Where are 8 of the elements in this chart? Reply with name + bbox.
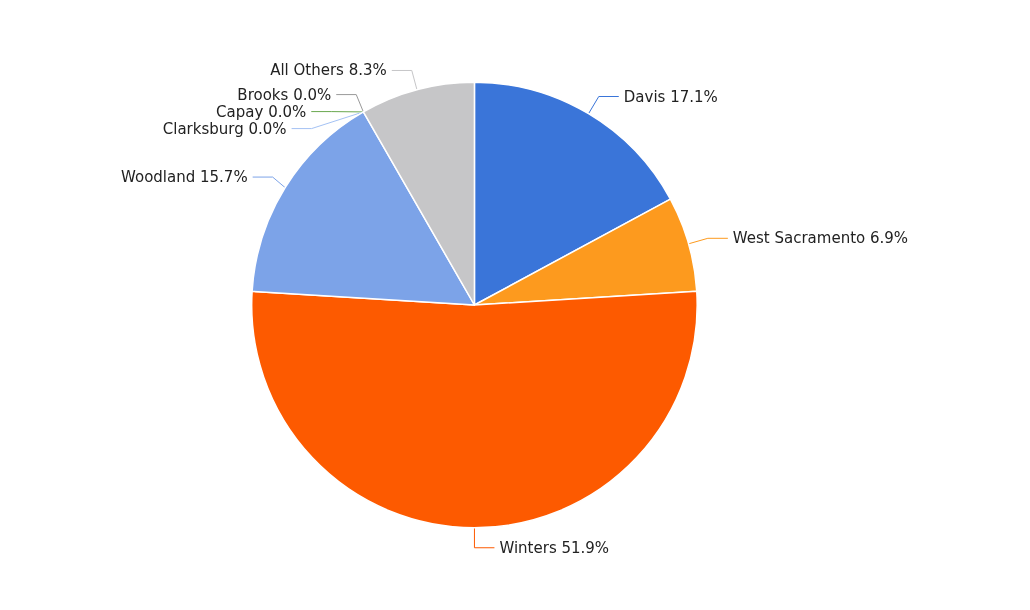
legend-label: Brooks 0.0% xyxy=(237,85,332,104)
slice-label: Woodland 15.7% xyxy=(121,168,248,187)
legend-label: Capay 0.0% xyxy=(216,102,307,121)
slice-label: Winters 51.9% xyxy=(499,538,610,557)
legend-label: Clarksburg 0.0% xyxy=(162,119,287,138)
slice-label: Davis 17.1% xyxy=(623,87,718,106)
slice-label: West Sacramento 6.9% xyxy=(732,229,909,248)
slice-label: All Others 8.3% xyxy=(270,61,387,80)
